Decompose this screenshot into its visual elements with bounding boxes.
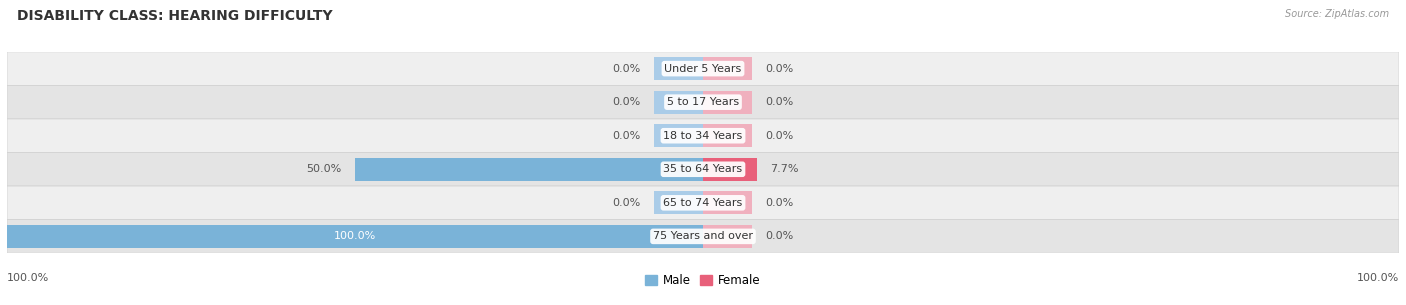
Text: 0.0%: 0.0% xyxy=(766,64,794,74)
FancyBboxPatch shape xyxy=(7,119,1399,152)
Text: 7.7%: 7.7% xyxy=(770,164,799,174)
Bar xyxy=(654,57,703,80)
Text: 0.0%: 0.0% xyxy=(766,198,794,208)
Text: DISABILITY CLASS: HEARING DIFFICULTY: DISABILITY CLASS: HEARING DIFFICULTY xyxy=(17,9,332,23)
Text: 0.0%: 0.0% xyxy=(612,198,640,208)
Text: 0.0%: 0.0% xyxy=(612,131,640,141)
Text: 75 Years and over: 75 Years and over xyxy=(652,231,754,241)
Text: 0.0%: 0.0% xyxy=(766,231,794,241)
Bar xyxy=(703,158,756,181)
Text: 0.0%: 0.0% xyxy=(612,64,640,74)
Bar xyxy=(354,158,703,181)
Bar xyxy=(703,57,752,80)
Text: 100.0%: 100.0% xyxy=(333,231,377,241)
FancyBboxPatch shape xyxy=(7,152,1399,186)
Legend: Male, Female: Male, Female xyxy=(641,269,765,292)
Text: 35 to 64 Years: 35 to 64 Years xyxy=(664,164,742,174)
Bar xyxy=(703,124,752,147)
Text: Under 5 Years: Under 5 Years xyxy=(665,64,741,74)
Text: 65 to 74 Years: 65 to 74 Years xyxy=(664,198,742,208)
FancyBboxPatch shape xyxy=(7,186,1399,220)
FancyBboxPatch shape xyxy=(7,52,1399,85)
Text: 0.0%: 0.0% xyxy=(766,131,794,141)
Text: 18 to 34 Years: 18 to 34 Years xyxy=(664,131,742,141)
Bar xyxy=(654,91,703,113)
Text: 0.0%: 0.0% xyxy=(766,97,794,107)
Bar xyxy=(703,225,752,248)
FancyBboxPatch shape xyxy=(7,85,1399,119)
Text: 5 to 17 Years: 5 to 17 Years xyxy=(666,97,740,107)
Bar xyxy=(654,192,703,214)
Text: 50.0%: 50.0% xyxy=(307,164,342,174)
Bar xyxy=(7,225,703,248)
FancyBboxPatch shape xyxy=(7,220,1399,253)
Text: 100.0%: 100.0% xyxy=(7,273,49,283)
Bar xyxy=(703,192,752,214)
Bar xyxy=(703,91,752,113)
Bar xyxy=(654,124,703,147)
Text: 0.0%: 0.0% xyxy=(612,97,640,107)
Text: Source: ZipAtlas.com: Source: ZipAtlas.com xyxy=(1285,9,1389,19)
Text: 100.0%: 100.0% xyxy=(1357,273,1399,283)
